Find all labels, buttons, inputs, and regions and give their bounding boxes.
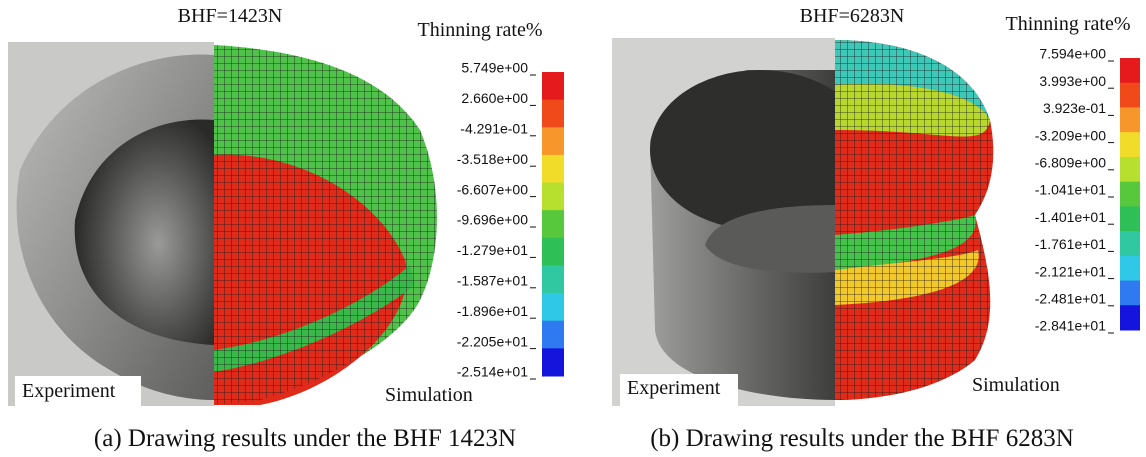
colorbar-segment [1120, 157, 1140, 182]
scale-label: -3.209e+00 [1035, 127, 1106, 143]
colorbar-segment [1120, 83, 1140, 108]
colorbar-segment [542, 100, 564, 128]
colorbar-segment [542, 321, 564, 349]
caption: (b) Drawing results under the BHF 6283N [650, 425, 1074, 452]
mesh [214, 45, 437, 405]
legend-title: Thinning rate% [1006, 13, 1131, 35]
colorbar-segment [542, 72, 564, 100]
experiment-label: Experiment [627, 377, 721, 399]
colorbar-segment [1120, 132, 1140, 157]
scale-label: -3.518e+00 [457, 151, 528, 167]
scale-label: -2.205e+01 [457, 333, 528, 349]
scale-label: -6.607e+00 [457, 181, 528, 197]
scale-label: -2.841e+01 [1035, 318, 1106, 334]
scale-label: -2.121e+01 [1035, 263, 1106, 279]
colorbar-segment [542, 293, 564, 321]
scale-label: -2.514e+01 [457, 364, 528, 380]
figure: BHF=1423N Thinning rate% 5.749e+00 2.660e+0… [0, 0, 1146, 457]
scale-label: 7.594e+00 [1039, 46, 1106, 62]
scale-label: -1.896e+01 [457, 303, 528, 319]
scale-label: -1.401e+01 [1035, 209, 1106, 225]
load-label: BHF=1423N [178, 5, 283, 27]
mesh [835, 40, 993, 400]
colorbar-segment [1120, 231, 1140, 256]
legend-title: Thinning rate% [418, 19, 543, 41]
caption: (a) Drawing results under the BHF 1423N [94, 425, 516, 452]
colorbar-segment [542, 210, 564, 238]
simulation-label: Simulation [972, 374, 1060, 396]
scale-label: -1.761e+01 [1035, 236, 1106, 252]
colorbar-segment [1120, 281, 1140, 306]
colorbar-segment [542, 183, 564, 211]
scale-label: -2.481e+01 [1035, 291, 1106, 307]
scale-label: 3.993e+00 [1039, 73, 1106, 89]
colorbar-segment [1120, 58, 1140, 83]
simulation-label: Simulation [385, 384, 473, 406]
scale-label: -1.587e+01 [457, 273, 528, 289]
scale-label: -9.696e+00 [457, 212, 528, 228]
colorbar-segment [542, 265, 564, 293]
photo-top [650, 40, 835, 70]
colorbar-segment [542, 238, 564, 266]
scale-label: 5.749e+00 [461, 60, 528, 76]
colorbar-segment [1120, 256, 1140, 281]
scale-label: -1.041e+01 [1035, 182, 1106, 198]
colorbar-segment [542, 127, 564, 155]
colorbar-segment [542, 348, 564, 376]
colorbar-segment [1120, 182, 1140, 207]
scale-label: -4.291e-01 [460, 121, 528, 137]
colorbar-segment [1120, 206, 1140, 231]
colorbar-segment [542, 155, 564, 183]
scale-label: -1.279e+01 [457, 242, 528, 258]
scale-label: 3.923e-01 [1043, 100, 1106, 116]
experiment-label: Experiment [22, 380, 116, 402]
colorbar-segment [1120, 305, 1140, 330]
scale-label: -6.809e+00 [1035, 155, 1106, 171]
colorbar-segment [1120, 107, 1140, 132]
load-label: BHF=6283N [800, 5, 905, 27]
scale-label: 2.660e+00 [461, 90, 528, 106]
